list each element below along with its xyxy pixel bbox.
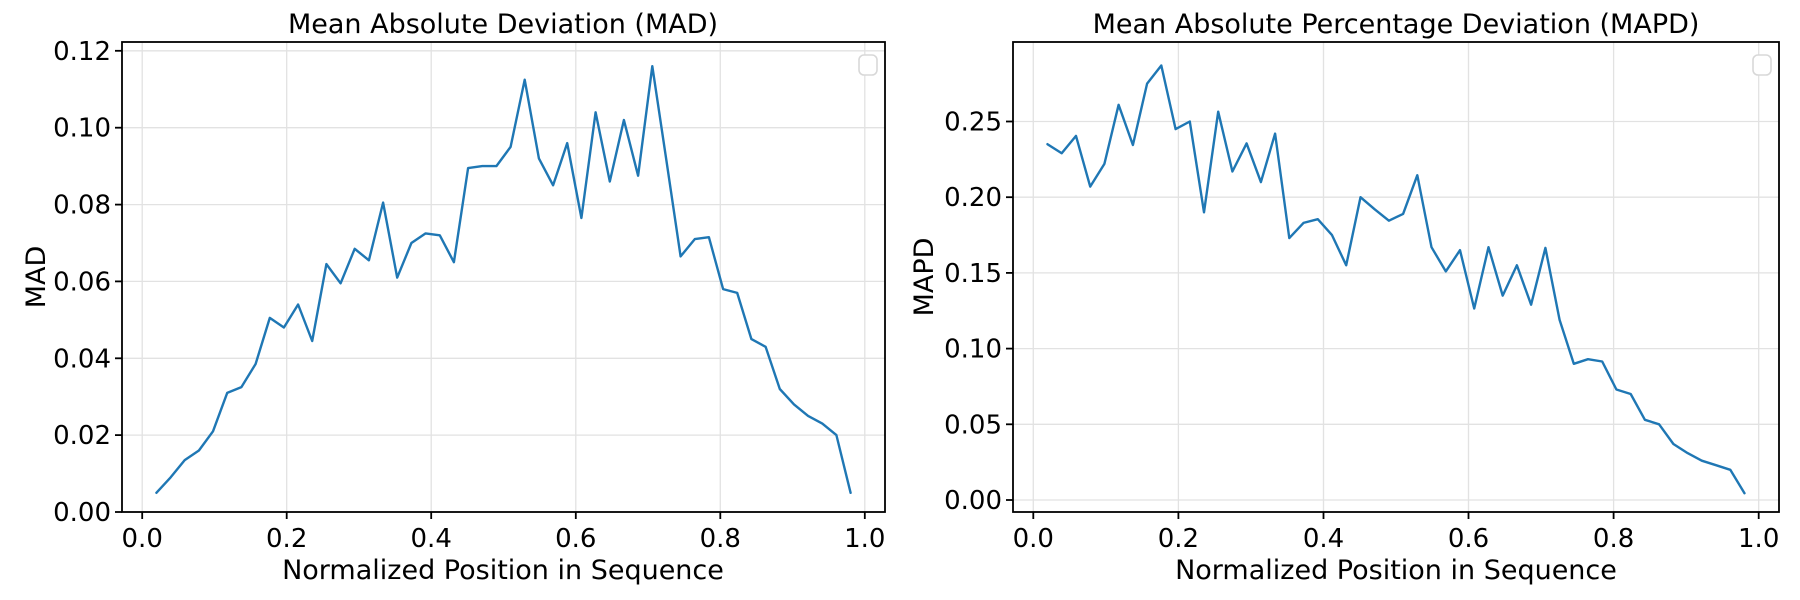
y-tick-label: 0.20 xyxy=(944,183,1002,213)
x-tick-label: 1.0 xyxy=(844,524,885,554)
y-tick-label: 0.04 xyxy=(53,344,111,374)
mad-chart-xlabel: Normalized Position in Sequence xyxy=(282,555,724,586)
y-tick-label: 0.02 xyxy=(53,421,111,451)
x-tick-label: 0.0 xyxy=(1013,524,1054,554)
plot-frame xyxy=(121,41,886,513)
x-tick-label: 0.8 xyxy=(1593,524,1634,554)
mad-plot-area: 0.0 0.2 0.4 0.6 0.8 1.0 0.00 0.02 0.04 0.06 0.08 0.… xyxy=(53,37,886,554)
mapd-chart-title: Mean Absolute Percentage Deviation (MAPD… xyxy=(1093,9,1700,40)
mapd-chart-ylabel: MAPD xyxy=(909,238,940,317)
x-tick-label: 1.0 xyxy=(1738,524,1779,554)
data-line xyxy=(155,64,852,494)
x-tick-label: 0.4 xyxy=(1303,524,1344,554)
mad-chart-ylabel: MAD xyxy=(21,246,52,309)
x-tick-label: 0.0 xyxy=(122,524,163,554)
x-tick-label: 0.2 xyxy=(266,524,307,554)
y-tick-label: 0.10 xyxy=(53,114,111,144)
mapd-chart: 0.0 0.2 0.4 0.6 0.8 1.0 0.00 0.05 0.10 0.15 0.20 0.… xyxy=(909,9,1780,586)
y-tick-label: 0.15 xyxy=(944,259,1002,289)
y-tick-label: 0.25 xyxy=(944,108,1002,138)
x-tick-label: 0.6 xyxy=(1448,524,1489,554)
mapd-chart-xlabel: Normalized Position in Sequence xyxy=(1175,555,1617,586)
x-tick-label: 0.6 xyxy=(555,524,596,554)
y-tick-label: 0.00 xyxy=(53,498,111,528)
mad-chart: 0.0 0.2 0.4 0.6 0.8 1.0 0.00 0.02 0.04 0.06 0.08 0.… xyxy=(21,9,886,586)
y-tick-label: 0.00 xyxy=(944,486,1002,516)
legend-box xyxy=(858,54,878,76)
y-tick-label: 0.10 xyxy=(944,335,1002,365)
plot-frame xyxy=(1012,41,1780,513)
y-tick-label: 0.08 xyxy=(53,191,111,221)
mapd-plot-area: 0.0 0.2 0.4 0.6 0.8 1.0 0.00 0.05 0.10 0.15 0.20 0.… xyxy=(944,41,1780,554)
x-tick-label: 0.2 xyxy=(1158,524,1199,554)
y-tick-label: 0.05 xyxy=(944,410,1002,440)
legend-box xyxy=(1752,54,1772,76)
x-tick-label: 0.4 xyxy=(411,524,452,554)
x-tick-label: 0.8 xyxy=(700,524,741,554)
y-tick-label: 0.12 xyxy=(53,37,111,67)
mad-chart-title: Mean Absolute Deviation (MAD) xyxy=(288,9,718,40)
y-tick-label: 0.06 xyxy=(53,267,111,297)
data-line xyxy=(1046,64,1746,495)
